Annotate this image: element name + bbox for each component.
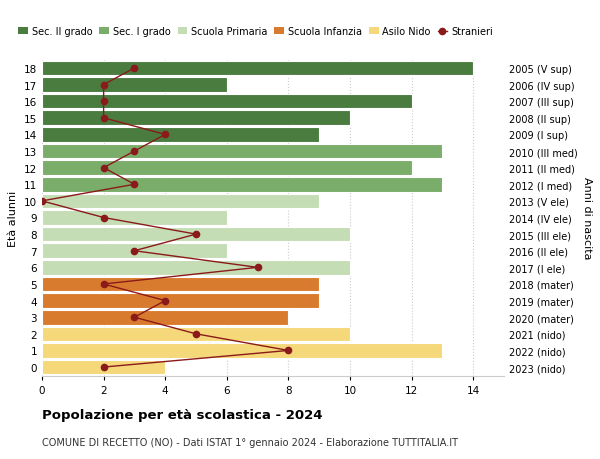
Bar [42, 227, 350, 242]
Bar [42, 343, 442, 358]
Bar [42, 260, 350, 275]
Y-axis label: Età alunni: Età alunni [8, 190, 19, 246]
Bar [42, 194, 319, 209]
Bar [42, 161, 412, 176]
Bar [42, 244, 227, 258]
Bar [42, 111, 350, 126]
Bar [42, 294, 319, 308]
Bar [42, 211, 227, 225]
Text: COMUNE DI RECETTO (NO) - Dati ISTAT 1° gennaio 2024 - Elaborazione TUTTITALIA.IT: COMUNE DI RECETTO (NO) - Dati ISTAT 1° g… [42, 437, 458, 447]
Bar [42, 145, 442, 159]
Y-axis label: Anni di nascita: Anni di nascita [581, 177, 592, 259]
Text: Popolazione per età scolastica - 2024: Popolazione per età scolastica - 2024 [42, 408, 323, 421]
Bar [42, 62, 473, 76]
Legend: Sec. II grado, Sec. I grado, Scuola Primaria, Scuola Infanzia, Asilo Nido, Stran: Sec. II grado, Sec. I grado, Scuola Prim… [14, 23, 497, 41]
Bar [42, 95, 412, 109]
Bar [42, 128, 319, 142]
Bar [42, 78, 227, 93]
Bar [42, 178, 442, 192]
Bar [42, 360, 165, 375]
Bar [42, 277, 319, 291]
Bar [42, 327, 350, 341]
Bar [42, 310, 289, 325]
